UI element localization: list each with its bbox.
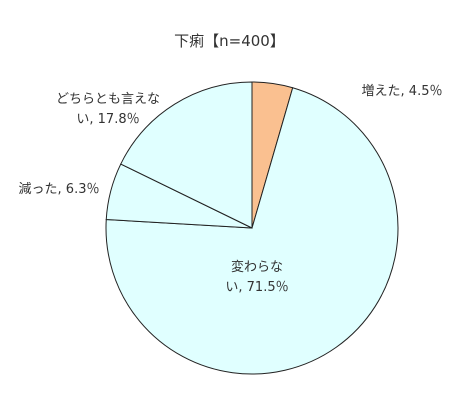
value-label: 71.5％ — [246, 280, 289, 295]
separator: , — [238, 280, 247, 295]
pie-slice — [105, 87, 399, 375]
category: どちらとも言えない — [55, 92, 160, 127]
chart-title: 下痢【n=400】 — [174, 32, 285, 50]
category: 変わらない — [225, 260, 283, 295]
data-label: どちらとも言えない, 17.8％ — [48, 90, 168, 130]
separator: , — [400, 84, 409, 99]
separator: , — [89, 112, 98, 127]
data-label: 変わらない, 71.5％ — [214, 258, 300, 298]
value-label: 4.5％ — [408, 84, 443, 99]
data-label: 増えた, 4.5％ — [352, 82, 452, 102]
category: 増えた — [361, 84, 401, 99]
category: 減った — [18, 182, 58, 197]
value-label: 17.8％ — [97, 112, 140, 127]
separator: , — [57, 182, 66, 197]
data-label: 減った, 6.3％ — [4, 180, 114, 200]
value-label: 6.3％ — [65, 182, 100, 197]
pie-slice — [120, 81, 253, 229]
